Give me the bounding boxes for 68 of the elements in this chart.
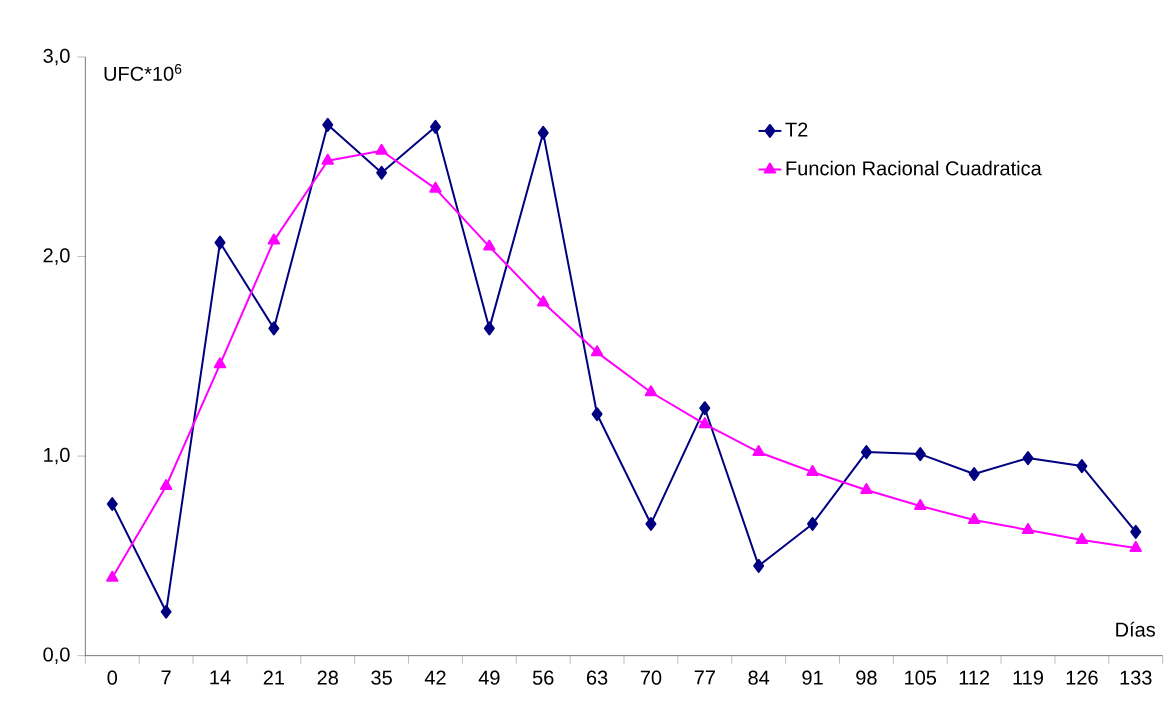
- point: [590, 345, 604, 357]
- point: [483, 321, 495, 336]
- x-tick-label: 28: [317, 670, 338, 685]
- point: [429, 181, 442, 193]
- x-tick-label: 126: [1066, 670, 1098, 685]
- x-tick-label: 119: [1013, 670, 1043, 685]
- point: [968, 467, 980, 482]
- point: [914, 498, 927, 510]
- y-tick-label: 2,0: [43, 248, 70, 265]
- point: [1129, 540, 1142, 552]
- point: [752, 445, 765, 457]
- point: [537, 295, 550, 307]
- point: [1022, 451, 1034, 466]
- point: [106, 496, 118, 511]
- point: [807, 516, 819, 531]
- x-tick-label: 91: [802, 670, 823, 685]
- point: [644, 385, 658, 397]
- point: [537, 125, 549, 140]
- point: [322, 117, 334, 132]
- point: [806, 465, 819, 477]
- point: [160, 604, 172, 619]
- point: [214, 235, 226, 250]
- point: [1021, 522, 1035, 534]
- x-tick-label: 70: [640, 670, 662, 685]
- point: [860, 445, 872, 460]
- x-tick-label: 77: [694, 670, 715, 685]
- x-tick-label: 14: [210, 670, 231, 685]
- point: [1075, 532, 1089, 544]
- x-tick-label: 105: [905, 670, 937, 685]
- point: [321, 153, 334, 165]
- x-tick-label: 56: [532, 670, 554, 685]
- x-tick-label: 21: [263, 670, 285, 685]
- y-tick-label: 3,0: [43, 48, 70, 66]
- y-tick-label: 0,0: [43, 647, 70, 664]
- y-tick-label: 1,0: [44, 447, 70, 465]
- x-tick-label: 133: [1120, 670, 1152, 685]
- point: [268, 321, 280, 336]
- x-tick-label: 0: [107, 670, 118, 685]
- x-axis-title: Días: [1116, 621, 1155, 637]
- legend-label: T2: [785, 122, 808, 137]
- point: [267, 233, 281, 245]
- point: [860, 483, 873, 495]
- x-tick-label: 63: [586, 670, 608, 685]
- point: [159, 479, 173, 491]
- point: [1076, 459, 1088, 474]
- x-tick-label: 49: [478, 670, 500, 685]
- point: [429, 119, 441, 134]
- point: [699, 401, 711, 416]
- x-tick-label: 84: [748, 670, 770, 685]
- x-tick-label: 112: [959, 670, 990, 685]
- x-tick-label: 35: [371, 670, 392, 685]
- point: [753, 558, 765, 573]
- point: [483, 239, 496, 251]
- point: [967, 512, 981, 524]
- point: [698, 417, 711, 429]
- x-tick-label: 7: [161, 670, 171, 685]
- point: [376, 165, 388, 180]
- point: [375, 143, 388, 155]
- point: [1130, 524, 1142, 539]
- point: [645, 516, 657, 531]
- point: [591, 407, 603, 422]
- x-tick-label: 98: [856, 670, 877, 685]
- point: [106, 570, 119, 582]
- point: [914, 447, 926, 462]
- x-tick-label: 42: [424, 670, 446, 685]
- point: [213, 357, 227, 369]
- legend-label: Funcion Racional Cuadratica: [786, 160, 1042, 176]
- y-axis-title: UFC*10$^{6}$: [104, 63, 182, 81]
